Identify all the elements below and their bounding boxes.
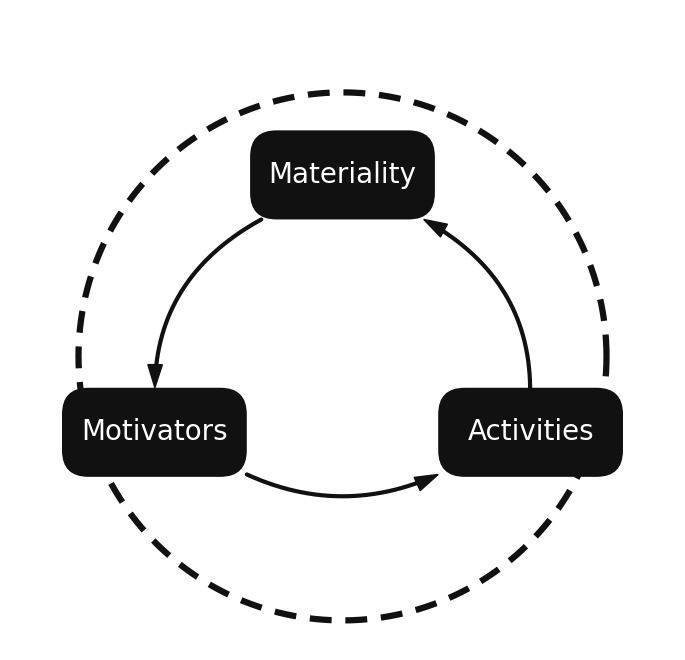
FancyBboxPatch shape — [62, 388, 247, 477]
Text: Materiality: Materiality — [269, 161, 416, 189]
Polygon shape — [414, 475, 438, 490]
Text: Activities: Activities — [467, 418, 594, 446]
FancyBboxPatch shape — [438, 388, 623, 477]
Polygon shape — [148, 364, 162, 388]
Polygon shape — [424, 219, 447, 237]
Text: Motivators: Motivators — [81, 418, 227, 446]
FancyBboxPatch shape — [250, 131, 435, 219]
